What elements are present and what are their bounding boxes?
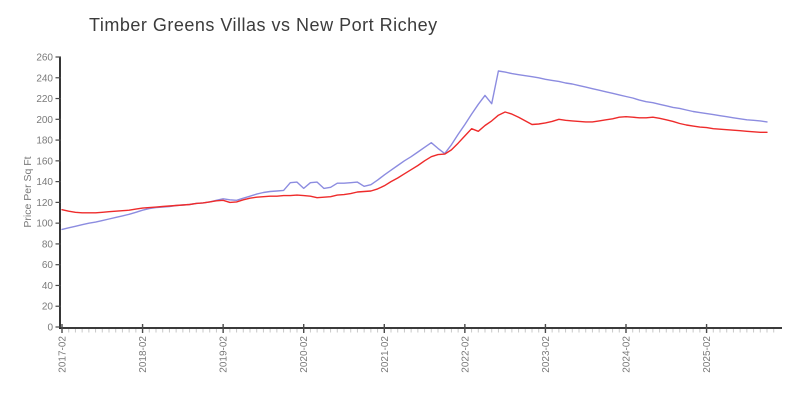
y-tick-label: 120: [36, 198, 53, 209]
x-tick-label: 2024-02: [622, 336, 633, 373]
y-tick-label: 20: [42, 302, 54, 313]
y-tick-label: 60: [42, 260, 54, 271]
y-tick-label: 140: [36, 177, 53, 188]
x-tick-label: 2019-02: [219, 336, 230, 373]
x-tick-label: 2021-02: [380, 336, 391, 373]
y-tick-label: 200: [36, 115, 53, 126]
y-tick-label: 260: [36, 53, 53, 64]
y-tick-label: 100: [36, 219, 53, 230]
y-tick-label: 80: [42, 239, 54, 250]
x-tick-label: 2020-02: [299, 336, 310, 373]
y-tick-label: 240: [36, 73, 53, 84]
x-tick-label: 2017-02: [58, 336, 69, 373]
x-tick-label: 2022-02: [460, 336, 471, 373]
y-tick-label: 160: [36, 156, 53, 167]
chart-plot-area: 0 20 40 60 80 100 120 140 160 180 200 220 240 260 2017…: [36, 53, 782, 373]
x-tick-label: 2018-02: [138, 336, 149, 373]
x-tick-label: 2025-02: [702, 336, 713, 373]
y-tick-label: 220: [36, 94, 53, 105]
y-tick-label: 180: [36, 136, 53, 147]
y-axis-title: Price Per Sq Ft: [22, 156, 34, 227]
chart-title: Timber Greens Villas vs New Port Richey: [89, 15, 438, 35]
y-tick-label: 0: [47, 323, 53, 334]
y-tick-label: 40: [42, 281, 54, 292]
x-tick-label: 2023-02: [541, 336, 552, 373]
series-line-1: [61, 111, 768, 214]
